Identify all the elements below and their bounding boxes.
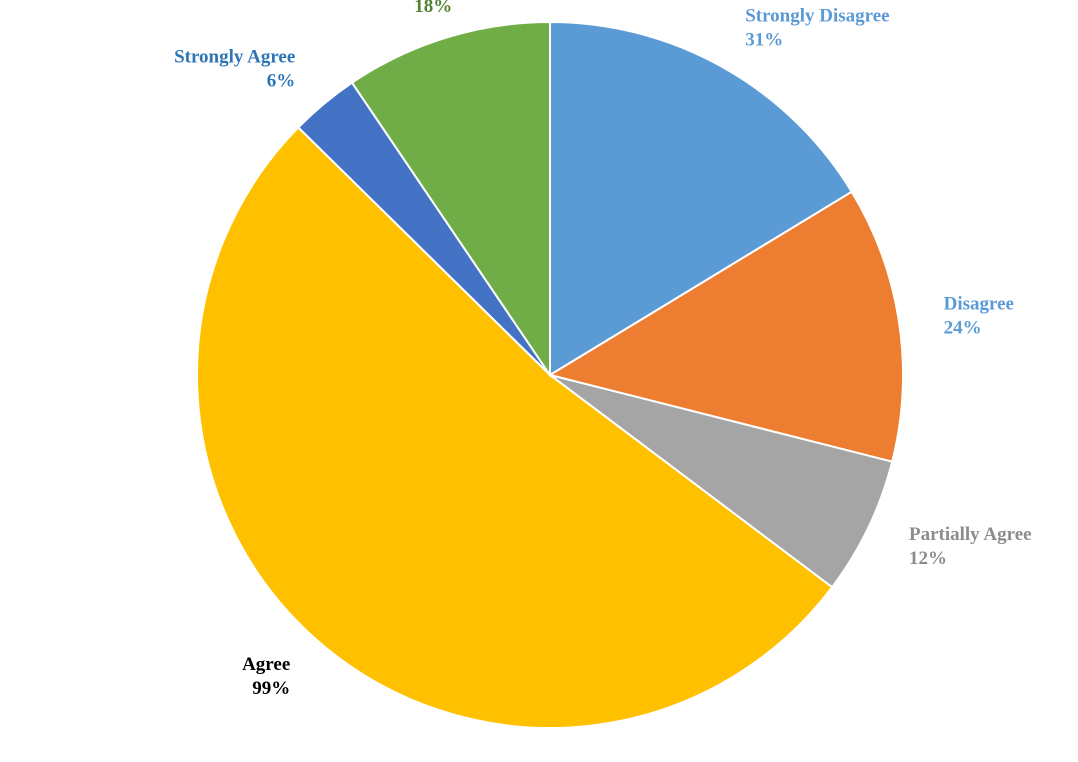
slice-value-label: 31% — [745, 30, 783, 51]
slice-value-label: 99% — [252, 678, 290, 699]
slice-value-label: 24% — [944, 317, 982, 338]
slice-label: Partially Agree — [909, 524, 1032, 545]
slice-value-label: 6% — [267, 71, 296, 92]
slice-value-label: 18% — [414, 0, 452, 17]
slice-label: Disagree — [944, 293, 1014, 314]
slice-label: Agree — [242, 654, 290, 675]
pie-slice — [196, 126, 834, 729]
pie-slice — [549, 374, 894, 589]
pie-slice — [547, 190, 904, 463]
pie-slice — [549, 20, 854, 377]
slice-label: Strongly Disagree — [745, 6, 889, 27]
slice-label: Strongly Agree — [174, 47, 295, 68]
slice-value-label: 12% — [909, 548, 947, 569]
pie-slice — [350, 20, 551, 379]
